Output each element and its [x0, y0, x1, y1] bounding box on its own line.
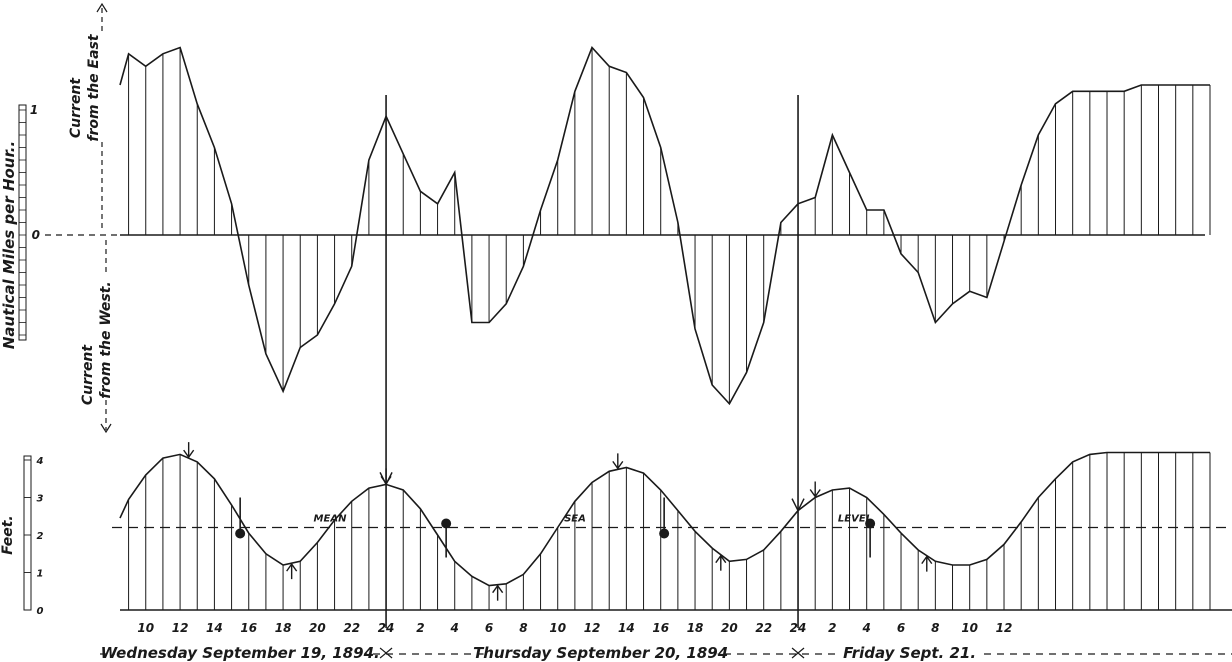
hour-tick-label: 10	[549, 621, 566, 635]
feet-title: Feet.	[0, 515, 16, 554]
day-boundary-cross	[379, 647, 393, 659]
low-water-arrowhead	[921, 555, 933, 565]
hour-tick-label: 20	[309, 621, 326, 635]
axes	[18, 2, 1232, 659]
mean-sea-level-label: SEA	[564, 514, 586, 525]
speed-scale-title: Nautical Miles per Hour..	[0, 141, 18, 349]
day-boundary-arrow	[379, 472, 393, 486]
feet-scale-label: 2	[37, 531, 44, 542]
mean-sea-level-label: MEAN	[314, 514, 348, 525]
hour-tick-label: 6	[485, 621, 493, 635]
feet-scale-label: 0	[37, 606, 44, 617]
current-west-label-2: from the West.	[98, 281, 114, 399]
hour-tick-label: 4	[450, 621, 459, 635]
mean-sea-level-label: LEVEL	[838, 514, 872, 525]
current-curve	[119, 46, 1210, 406]
high-water-arrowhead	[612, 460, 624, 470]
east-arrowhead	[96, 2, 108, 13]
day-boundary-cross	[791, 647, 805, 659]
feet-scale-label: 3	[37, 494, 44, 505]
hour-tick-label: 10	[961, 621, 978, 635]
hour-tick-label: 16	[652, 621, 669, 635]
hour-tick-label: 2	[828, 621, 836, 635]
zero-label: 0	[32, 228, 40, 242]
hour-tick-label: 14	[618, 621, 635, 635]
tide-curve	[119, 451, 1210, 587]
hour-tick-label: 12	[584, 621, 601, 635]
low-water-arrowhead	[715, 554, 727, 564]
hour-tick-label: 18	[275, 621, 292, 635]
hour-tick-label: 24	[378, 621, 395, 635]
hour-tick-label: 16	[240, 621, 257, 635]
hour-tick-label: 12	[172, 621, 189, 635]
day-label: Friday Sept. 21.	[843, 644, 976, 662]
current-east-label-2: from the East	[86, 33, 102, 141]
day-label: Thursday September 20, 1894	[473, 644, 728, 662]
speed-scale-label-1: 1	[30, 103, 38, 117]
day-label: Wednesday September 19, 1894.	[101, 644, 380, 662]
hour-tick-label: 10	[137, 621, 154, 635]
hour-tick-label: 14	[206, 621, 223, 635]
low-water-arrowhead	[286, 562, 298, 572]
west-arrowhead	[100, 423, 112, 434]
hour-tick-label: 6	[897, 621, 905, 635]
hour-tick-label: 20	[721, 621, 738, 635]
day-label-backdrop	[114, 642, 366, 659]
low-water-arrowhead	[492, 584, 504, 594]
mean-level-marker-dot	[865, 518, 876, 529]
hour-tick-label: 24	[790, 621, 807, 635]
day-boundary-arrow	[791, 498, 805, 513]
hour-tick-label: 18	[687, 621, 704, 635]
hour-tick-label: 4	[862, 621, 871, 635]
hour-tick-label: 8	[931, 621, 939, 635]
hour-tick-label: 12	[996, 621, 1013, 635]
high-water-arrowhead	[183, 449, 195, 459]
current-east-label: Current	[68, 77, 84, 139]
feet-scale-bar	[23, 455, 32, 611]
hour-lines	[128, 47, 1211, 610]
high-water-arrowhead	[809, 489, 821, 498]
current-west-label: Current	[80, 344, 96, 406]
day-label-backdrop	[838, 642, 982, 659]
hour-tick-label: 22	[755, 621, 772, 635]
mean-level-marker-dot	[659, 528, 670, 539]
day-label-backdrop	[483, 642, 718, 659]
mean-level-marker-dot	[235, 528, 246, 539]
feet-scale-label: 4	[36, 456, 44, 467]
curves	[119, 46, 1210, 587]
hour-tick-label: 8	[519, 621, 527, 635]
mean-level-marker-dot	[441, 518, 452, 529]
hour-tick-label: 22	[343, 621, 360, 635]
feet-scale-label: 1	[37, 569, 44, 580]
hour-tick-label: 2	[416, 621, 424, 635]
